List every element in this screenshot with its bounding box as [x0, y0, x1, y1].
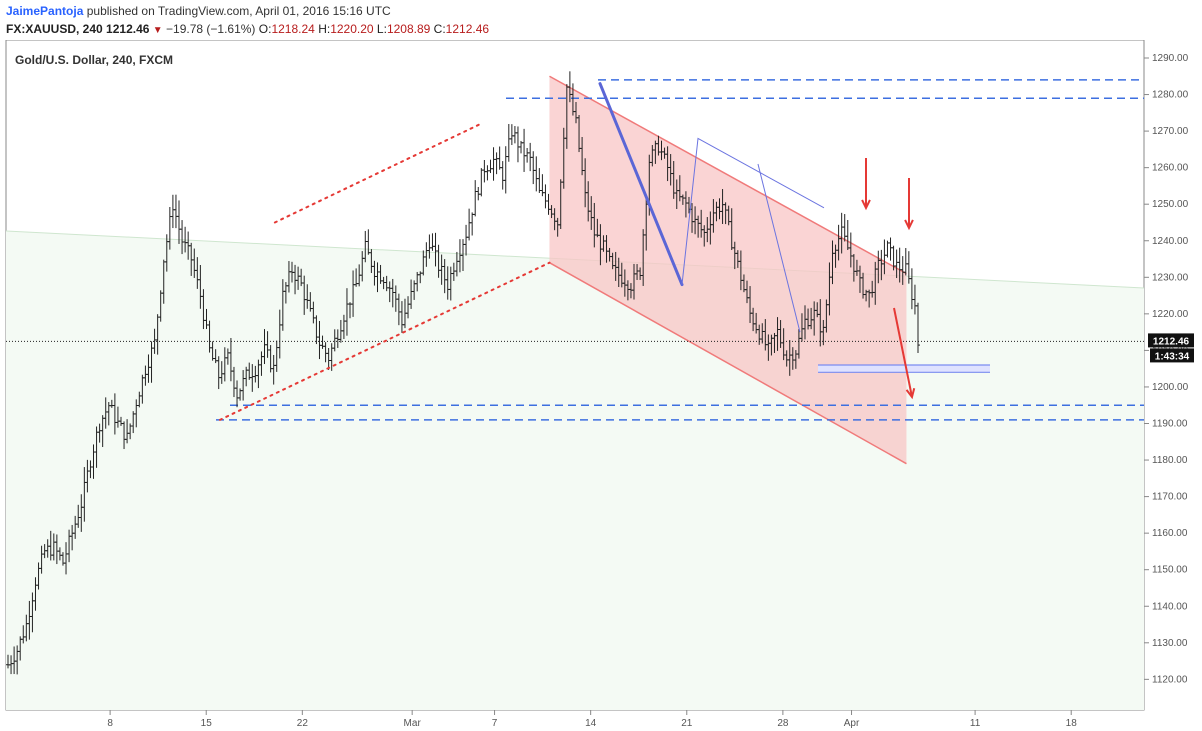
- y-tick-label: 1250.00: [1152, 199, 1189, 210]
- arrow-shaft: [893, 307, 913, 398]
- x-tick-label: 28: [777, 718, 789, 729]
- price-badge: 1212.46 1:43:34: [1148, 333, 1194, 363]
- low-label: L:: [376, 22, 387, 36]
- level-lines: [6, 79, 1144, 421]
- x-tick-label: 18: [1066, 718, 1078, 729]
- red-arrow-icon: [904, 178, 914, 231]
- y-tick-label: 1240.00: [1152, 236, 1189, 247]
- y-tick-label: 1150.00: [1152, 565, 1188, 576]
- y-tick-label: 1230.00: [1152, 272, 1189, 283]
- y-tick-label: 1220.00: [1152, 309, 1189, 320]
- red-arrow-icon: [893, 307, 916, 400]
- x-tick-label: Apr: [844, 718, 860, 729]
- arrow-head: [861, 199, 871, 211]
- low-value: 1208.89: [386, 22, 431, 36]
- channel-lower-edge: [549, 262, 907, 465]
- annotations: [218, 82, 916, 421]
- shaded-region: [5, 230, 1145, 710]
- close-value: 1212.46: [445, 22, 490, 36]
- symbol-label: FX:XAUUSD, 240: [6, 22, 103, 36]
- author-link[interactable]: JaimePantoja: [6, 4, 84, 18]
- x-axis: 8 15 22 Mar 7 14 21 28 Apr 11 18: [107, 710, 1077, 729]
- down-triangle-icon: ▼: [152, 25, 163, 36]
- dotted-trendline: [218, 261, 551, 421]
- blue-wave-line: [757, 163, 801, 333]
- last-price: 1212.46: [106, 22, 150, 36]
- x-tick-label: 8: [107, 718, 113, 729]
- y-axis: 1120.00 1130.00 1140.00 1150.00 1160.00 1170.…: [1144, 53, 1189, 685]
- y-tick-label: 1270.00: [1152, 126, 1189, 137]
- x-tick-label: 15: [201, 718, 213, 729]
- x-tick-label: 21: [681, 718, 693, 729]
- dotted-trendline: [273, 122, 482, 224]
- y-tick-label: 1140.00: [1152, 601, 1188, 612]
- arrow-head: [904, 219, 914, 231]
- published-text: published on TradingView.com, April 01, …: [86, 4, 391, 18]
- y-tick-label: 1260.00: [1152, 163, 1189, 174]
- y-tick-label: 1290.00: [1152, 53, 1189, 64]
- y-tick-label: 1120.00: [1152, 674, 1188, 685]
- blue-zone: [818, 365, 990, 373]
- open-label: O:: [258, 22, 272, 36]
- y-tick-label: 1200.00: [1152, 382, 1189, 393]
- publish-line: JaimePantoja published on TradingView.co…: [6, 4, 391, 18]
- y-tick-label: 1170.00: [1152, 492, 1188, 503]
- last-price-label: 1212.46: [1153, 336, 1190, 347]
- background-zone: [6, 231, 1144, 710]
- y-tick-label: 1190.00: [1152, 419, 1188, 430]
- blue-wave-line: [681, 137, 825, 285]
- x-tick-label: Mar: [404, 718, 422, 729]
- blue-impulse-line: [598, 82, 684, 287]
- arrow-head: [905, 388, 916, 400]
- open-value: 1218.24: [271, 22, 315, 36]
- y-tick-label: 1130.00: [1152, 638, 1188, 649]
- chart-title: Gold/U.S. Dollar, 240, FXCM: [15, 53, 173, 67]
- channel-fill: [549, 76, 907, 464]
- high-label: H:: [318, 22, 331, 36]
- y-tick-label: 1280.00: [1152, 90, 1189, 101]
- price-chart[interactable]: 1120.00 1130.00 1140.00 1150.00 1160.00 1170.…: [0, 40, 1202, 731]
- countdown-label: 1:43:34: [1155, 351, 1190, 362]
- x-tick-label: 14: [585, 718, 597, 729]
- ohlc-bar: [916, 302, 920, 354]
- x-tick-label: 22: [297, 718, 309, 729]
- high-value: 1220.20: [330, 22, 374, 36]
- y-tick-label: 1160.00: [1152, 528, 1188, 539]
- ohlc-bars: [6, 71, 920, 675]
- y-tick-label: 1180.00: [1152, 455, 1188, 466]
- x-tick-label: 7: [492, 718, 498, 729]
- chart-header: JaimePantoja published on TradingView.co…: [0, 0, 1202, 40]
- price-change: −19.78 (−1.61%): [166, 22, 256, 36]
- red-arrow-icon: [861, 158, 871, 211]
- close-label: C:: [433, 22, 446, 36]
- ohlc-line: FX:XAUUSD, 240 1212.46 ▼ −19.78 (−1.61%)…: [6, 22, 489, 36]
- x-tick-label: 11: [970, 718, 981, 729]
